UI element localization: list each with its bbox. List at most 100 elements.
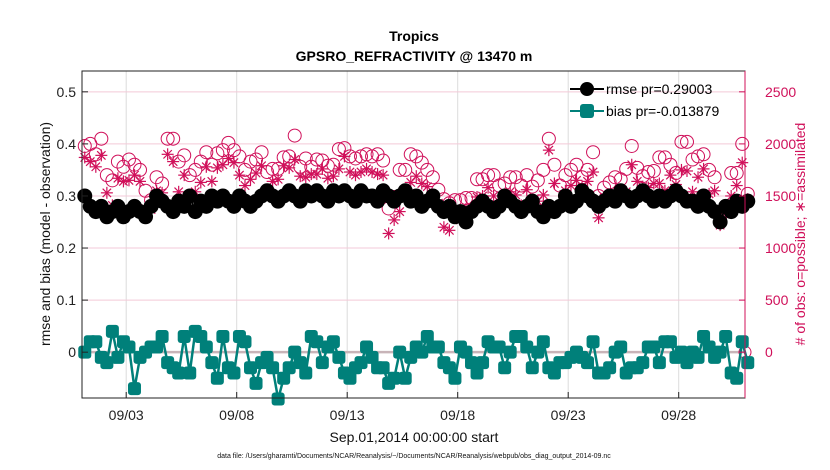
- obs-possible-point: [331, 142, 346, 157]
- obs-possible-point: [215, 143, 230, 158]
- legend-bias-label: bias pr=-0.013879: [606, 103, 719, 119]
- bias-point: [299, 366, 313, 380]
- y-tick-label-right: 1000: [765, 240, 796, 256]
- bias-point: [155, 330, 169, 344]
- bias-point: [730, 371, 744, 385]
- obs-possible-point: [425, 170, 440, 185]
- obs-possible-point: [707, 170, 722, 185]
- obs-assimilated-point: [200, 160, 213, 173]
- obs-possible-point: [403, 147, 418, 162]
- obs-possible-point: [105, 173, 120, 188]
- obs-assimilated-point: [338, 150, 351, 163]
- bias-point: [735, 335, 749, 349]
- obs-assimilated-point: [95, 149, 108, 162]
- bias-point: [315, 356, 329, 370]
- obs-possible-point: [121, 152, 136, 167]
- obs-assimilated-point: [664, 169, 677, 182]
- bias-point: [354, 356, 368, 370]
- obs-possible-point: [177, 148, 192, 163]
- obs-possible-point: [486, 168, 501, 183]
- obs-assimilated-point: [482, 181, 495, 194]
- y-tick-label-right: 2500: [765, 84, 796, 100]
- bias-point: [310, 335, 324, 349]
- bias-point: [227, 366, 241, 380]
- obs-assimilated-point: [167, 155, 180, 168]
- bias-point: [465, 356, 479, 370]
- y-tick-label-right: 500: [765, 292, 789, 308]
- bias-point: [614, 340, 628, 354]
- obs-assimilated-point: [178, 169, 191, 182]
- obs-possible-point: [298, 151, 313, 166]
- bias-point: [365, 350, 379, 364]
- obs-assimilated-point: [250, 167, 263, 180]
- bias-point: [525, 361, 539, 375]
- obs-possible-point: [724, 166, 739, 181]
- bias-point: [492, 340, 506, 354]
- obs-possible-point: [508, 170, 523, 185]
- obs-possible-point: [657, 150, 672, 165]
- bias-point: [150, 340, 164, 354]
- y-axis-label-left: rmse and bias (model - observation): [37, 122, 53, 346]
- obs-assimilated-point: [377, 169, 390, 182]
- legend: rmse pr=0.29003 bias pr=-0.013879: [570, 81, 719, 119]
- bias-point: [586, 335, 600, 349]
- obs-assimilated-point: [382, 227, 395, 240]
- y-tick-label-right: 0: [765, 344, 773, 360]
- bias-point: [647, 340, 661, 354]
- bias-point: [713, 345, 727, 359]
- bias-point: [332, 350, 346, 364]
- bias-point: [415, 345, 429, 359]
- bias-point: [244, 361, 258, 375]
- obs-assimilated-point: [675, 163, 688, 176]
- bias-point: [741, 356, 755, 370]
- obs-assimilated-point: [255, 159, 268, 172]
- bias-point: [343, 371, 357, 385]
- y-tick-label-left: 0.3: [57, 188, 77, 204]
- obs-assimilated-point: [227, 156, 240, 169]
- obs-possible-point: [166, 131, 181, 146]
- bias-point: [470, 366, 484, 380]
- obs-assimilated-point: [542, 144, 555, 157]
- bias-point: [277, 371, 291, 385]
- y-tick-label-left: 0.2: [57, 240, 77, 256]
- obs-possible-point: [503, 170, 518, 185]
- x-axis-label: Sep.01,2014 00:00:00 start: [330, 429, 499, 445]
- obs-possible-point: [729, 166, 744, 181]
- obs-assimilated-point: [332, 162, 345, 175]
- obs-possible-point: [309, 152, 324, 167]
- obs-assimilated-point: [730, 179, 743, 192]
- obs-possible-point: [652, 150, 667, 165]
- obs-possible-point: [376, 153, 391, 168]
- obs-assimilated-point: [222, 152, 235, 165]
- obs-possible-point: [188, 162, 203, 177]
- bias-point: [442, 361, 456, 375]
- bias-point: [260, 350, 274, 364]
- bias-point: [398, 371, 412, 385]
- obs-possible-point: [237, 162, 252, 177]
- x-tick-label: 09/23: [551, 407, 586, 423]
- y-axis-label-right: # of obs: o=possible; ∗=assimilated: [792, 123, 808, 346]
- bias-point: [503, 345, 517, 359]
- y-axis-right: 0 500 1000 1500 2000 2500: [739, 84, 796, 360]
- obs-possible-point: [94, 131, 109, 146]
- x-axis: 09/03 09/08 09/13 09/18 09/23 09/28: [109, 392, 696, 423]
- data-file-footnote: data file: /Users/gharamti/Documents/NCA…: [217, 453, 611, 460]
- y-tick-label-right: 1500: [765, 188, 796, 204]
- bias-point: [498, 361, 512, 375]
- obs-possible-point: [354, 149, 369, 164]
- bias-point: [459, 345, 473, 359]
- bias-point: [674, 345, 688, 359]
- x-tick-label: 09/28: [661, 407, 696, 423]
- bias-point: [89, 335, 103, 349]
- obs-possible-point: [586, 145, 601, 160]
- x-tick-label: 09/18: [440, 407, 475, 423]
- obs-assimilated-point: [410, 170, 423, 183]
- bias-point: [271, 392, 285, 406]
- obs-possible-point: [243, 154, 258, 169]
- obs-possible-point: [398, 162, 413, 177]
- bias-point: [105, 324, 119, 338]
- bias-point: [702, 340, 716, 354]
- bias-point: [205, 356, 219, 370]
- bias-point: [636, 356, 650, 370]
- obs-assimilated-point: [288, 153, 301, 166]
